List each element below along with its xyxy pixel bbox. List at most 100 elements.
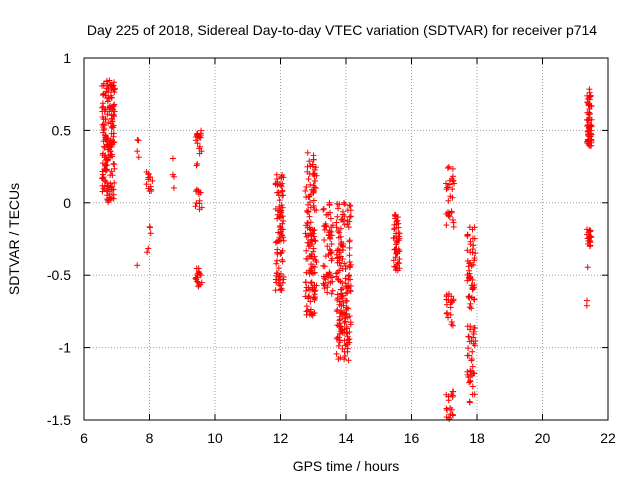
data-point: [391, 226, 398, 233]
data-point: [329, 287, 336, 294]
data-point: [339, 216, 346, 223]
data-point: [469, 363, 476, 370]
data-point: [586, 237, 593, 244]
data-point: [308, 280, 315, 287]
data-point: [147, 224, 154, 231]
data-point: [99, 182, 106, 189]
data-point: [334, 200, 341, 207]
x-tick-label: 14: [338, 430, 354, 446]
data-point: [336, 249, 343, 256]
data-point: [323, 211, 330, 218]
data-point: [471, 224, 478, 231]
data-point: [336, 313, 343, 320]
data-point: [105, 146, 112, 153]
data-point: [309, 238, 316, 245]
data-point: [274, 270, 281, 277]
data-point: [110, 111, 117, 118]
data-point: [445, 163, 452, 170]
data-point: [471, 324, 478, 331]
data-point: [446, 181, 453, 188]
data-point: [333, 219, 340, 226]
data-point: [324, 289, 331, 296]
data-point: [465, 263, 472, 270]
data-point: [108, 168, 115, 175]
data-point: [395, 224, 402, 231]
data-point: [196, 206, 203, 213]
data-point: [345, 284, 352, 291]
data-point: [394, 259, 401, 266]
data-point: [111, 108, 118, 115]
data-point: [273, 260, 280, 267]
data-point: [443, 405, 450, 412]
data-point: [312, 257, 319, 264]
data-point: [587, 228, 594, 235]
data-point: [194, 278, 201, 285]
data-point: [305, 176, 312, 183]
data-point: [344, 289, 351, 296]
x-axis-label: GPS time / hours: [293, 458, 400, 474]
x-tick-label: 16: [404, 430, 420, 446]
data-point: [109, 137, 116, 144]
data-point: [445, 397, 452, 404]
data-point: [345, 224, 352, 231]
data-point: [307, 204, 314, 211]
data-point: [585, 131, 592, 138]
data-point: [277, 286, 284, 293]
y-tick-label: 1: [63, 50, 71, 66]
data-point: [194, 140, 201, 147]
data-point: [339, 211, 346, 218]
data-point: [342, 353, 349, 360]
data-point: [111, 161, 118, 168]
data-point: [110, 195, 117, 202]
data-point: [444, 165, 451, 172]
data-point: [470, 370, 477, 377]
data-point: [467, 238, 474, 245]
data-point: [392, 254, 399, 261]
data-point: [273, 276, 280, 283]
data-point: [144, 249, 151, 256]
data-point: [308, 251, 315, 258]
data-point: [278, 173, 285, 180]
data-point: [472, 250, 479, 257]
x-tick-label: 8: [146, 430, 154, 446]
data-point: [311, 282, 318, 289]
data-point: [448, 318, 455, 325]
y-axis-label: SDTVAR / TECUs: [6, 183, 22, 295]
data-point: [336, 339, 343, 346]
data-point: [342, 342, 349, 349]
data-point: [109, 153, 116, 160]
y-tick-label: 0.5: [52, 122, 72, 138]
data-point: [110, 130, 117, 137]
data-point: [584, 109, 591, 116]
data-point: [101, 125, 108, 132]
data-point: [143, 168, 150, 175]
data-point: [329, 278, 336, 285]
data-point: [346, 252, 353, 259]
data-point: [391, 234, 398, 241]
data-point: [110, 124, 117, 131]
data-point: [276, 214, 283, 221]
data-point: [135, 137, 142, 144]
data-point: [465, 293, 472, 300]
data-point: [471, 391, 478, 398]
data-point: [445, 197, 452, 204]
data-point: [106, 77, 113, 84]
data-point: [272, 239, 279, 246]
data-point: [464, 231, 471, 238]
data-point: [307, 268, 314, 275]
data-point: [341, 199, 348, 206]
data-point: [328, 249, 335, 256]
data-point: [306, 199, 313, 206]
data-point: [465, 373, 472, 380]
data-point: [469, 383, 476, 390]
data-point: [279, 180, 286, 187]
data-point: [111, 179, 118, 186]
data-point: [311, 226, 318, 233]
data-point: [134, 136, 141, 143]
data-point: [326, 227, 333, 234]
data-point: [105, 119, 112, 126]
data-point: [104, 111, 111, 118]
data-point: [276, 203, 283, 210]
data-point: [469, 235, 476, 242]
data-point: [469, 276, 476, 283]
